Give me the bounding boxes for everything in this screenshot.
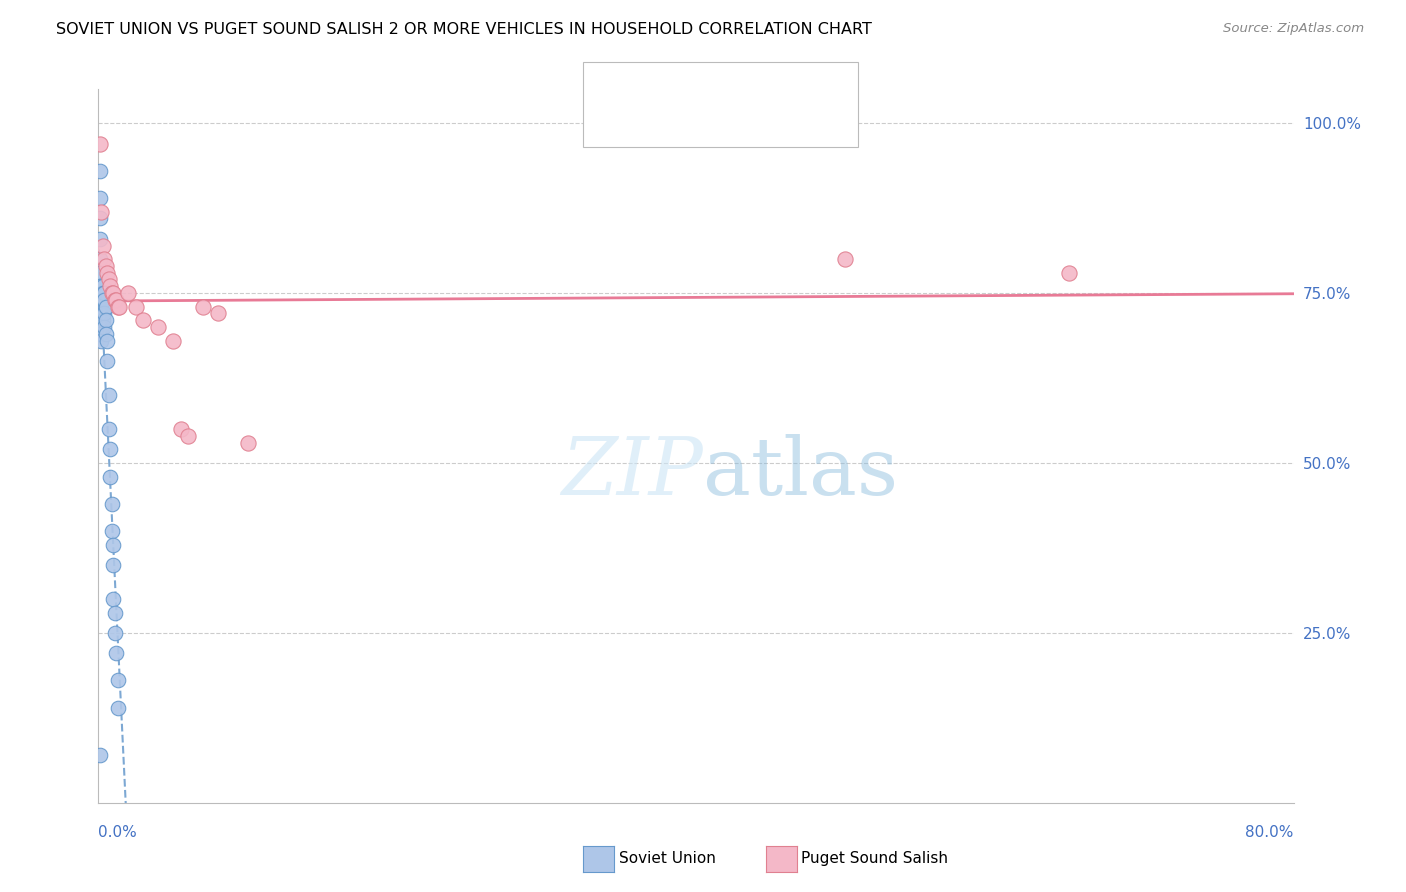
- Point: [94, 313, 117, 327]
- Point: [169, 422, 191, 436]
- Point: [91, 286, 114, 301]
- Point: [89, 163, 111, 178]
- Point: [162, 334, 184, 348]
- Point: [97, 422, 120, 436]
- Text: 0.284: 0.284: [661, 113, 718, 131]
- Point: [89, 252, 111, 266]
- Point: [94, 300, 117, 314]
- Point: [101, 286, 124, 301]
- Point: [191, 300, 214, 314]
- Point: [103, 537, 125, 551]
- Text: R =: R =: [628, 78, 668, 95]
- Point: [91, 238, 114, 252]
- Point: [94, 326, 117, 341]
- Text: 0.0%: 0.0%: [98, 825, 138, 840]
- Text: N =: N =: [731, 78, 770, 95]
- Point: [90, 300, 112, 314]
- Text: 0.104: 0.104: [661, 78, 717, 95]
- Point: [104, 626, 127, 640]
- Point: [103, 558, 125, 572]
- Point: [89, 286, 111, 301]
- Point: [125, 300, 148, 314]
- Point: [91, 306, 114, 320]
- Point: [100, 469, 122, 483]
- Text: N =: N =: [731, 113, 770, 131]
- Point: [93, 286, 115, 301]
- Point: [94, 259, 117, 273]
- Point: [834, 252, 856, 266]
- Point: [104, 293, 127, 307]
- Point: [96, 334, 118, 348]
- Point: [101, 497, 124, 511]
- Point: [90, 286, 112, 301]
- Point: [96, 354, 118, 368]
- Point: [90, 313, 112, 327]
- Point: [97, 272, 120, 286]
- Point: [93, 320, 115, 334]
- Point: [117, 286, 139, 301]
- Point: [207, 306, 229, 320]
- Point: [90, 293, 112, 307]
- Point: [93, 306, 115, 320]
- Point: [90, 279, 112, 293]
- Point: [89, 306, 111, 320]
- Point: [104, 606, 127, 620]
- Point: [100, 279, 122, 293]
- Point: [148, 320, 170, 334]
- Text: atlas: atlas: [703, 434, 898, 512]
- Point: [89, 313, 111, 327]
- Point: [107, 673, 129, 688]
- Point: [236, 435, 259, 450]
- Text: R =: R =: [628, 113, 668, 131]
- Point: [93, 293, 115, 307]
- Text: ZIP: ZIP: [561, 434, 703, 511]
- Point: [90, 320, 112, 334]
- Point: [90, 334, 112, 348]
- Point: [103, 286, 125, 301]
- Point: [101, 524, 124, 538]
- Text: 80.0%: 80.0%: [1246, 825, 1294, 840]
- Text: Soviet Union: Soviet Union: [619, 852, 716, 866]
- Point: [91, 279, 114, 293]
- Point: [132, 313, 155, 327]
- Point: [107, 700, 129, 714]
- Point: [107, 300, 129, 314]
- Point: [89, 191, 111, 205]
- Point: [89, 266, 111, 280]
- Point: [89, 748, 111, 763]
- Point: [108, 300, 131, 314]
- Point: [89, 300, 111, 314]
- Point: [89, 232, 111, 246]
- Point: [89, 136, 111, 151]
- Point: [90, 306, 112, 320]
- Text: Puget Sound Salish: Puget Sound Salish: [801, 852, 949, 866]
- Point: [100, 442, 122, 457]
- Point: [90, 204, 112, 219]
- Point: [105, 646, 128, 660]
- Point: [89, 211, 111, 226]
- Point: [103, 591, 125, 606]
- Text: 26: 26: [763, 113, 789, 131]
- Point: [96, 266, 118, 280]
- Point: [91, 293, 114, 307]
- Point: [177, 429, 200, 443]
- Point: [89, 293, 111, 307]
- Text: SOVIET UNION VS PUGET SOUND SALISH 2 OR MORE VEHICLES IN HOUSEHOLD CORRELATION C: SOVIET UNION VS PUGET SOUND SALISH 2 OR …: [56, 22, 872, 37]
- Point: [91, 313, 114, 327]
- Point: [97, 388, 120, 402]
- Point: [1059, 266, 1081, 280]
- Text: Source: ZipAtlas.com: Source: ZipAtlas.com: [1223, 22, 1364, 36]
- Point: [89, 279, 111, 293]
- Point: [90, 326, 112, 341]
- Point: [93, 252, 115, 266]
- Point: [105, 293, 128, 307]
- Text: 50: 50: [763, 78, 789, 95]
